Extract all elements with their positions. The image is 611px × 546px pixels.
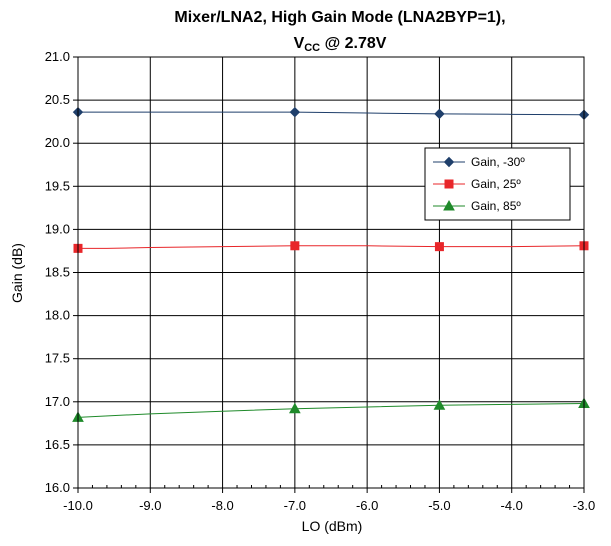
data-point-triangle	[289, 402, 301, 414]
data-point-diamond	[289, 106, 301, 118]
y-axis-label: Gain (dB)	[9, 243, 25, 303]
x-tick-label: -6.0	[356, 498, 378, 513]
y-tick-label: 17.5	[45, 351, 70, 366]
data-point-diamond	[434, 108, 445, 120]
chart-title-line2: VCC @ 2.78V	[294, 35, 387, 54]
y-axis-tick-labels: 16.0 16.5 17.0 17.5 18.0 18.5 19.0 19.5 20.0 20.5…	[45, 49, 70, 495]
legend-label: Gain, 25º	[471, 177, 521, 191]
x-tick-label: -4.0	[501, 498, 523, 513]
y-tick-label: 18.0	[45, 308, 70, 323]
grid-lines	[73, 56, 585, 493]
series-line	[77, 403, 585, 418]
y-tick-label: 19.5	[45, 178, 70, 193]
x-tick-label: -9.0	[139, 498, 161, 513]
title-vcc-v: V	[294, 35, 305, 52]
x-tick-label: -8.0	[211, 498, 233, 513]
x-tick-label: -7.0	[284, 498, 306, 513]
y-tick-label: 16.5	[45, 437, 70, 452]
series-line	[78, 245, 585, 249]
x-tick-label: -5.0	[428, 498, 450, 513]
legend-label: Gain, 85º	[471, 199, 521, 213]
y-tick-label: 18.5	[45, 265, 70, 280]
series-3	[72, 397, 590, 422]
y-tick-label: 17.0	[45, 394, 70, 409]
x-tick-label: -10.0	[63, 498, 93, 513]
legend-item: Gain, 25º	[433, 177, 521, 191]
title-vcc-rest: @ 2.78V	[320, 35, 387, 52]
chart-title-line1: Mixer/LNA2, High Gain Mode (LNA2BYP=1),	[174, 9, 505, 26]
legend-label: Gain, -30º	[471, 155, 525, 169]
data-point-triangle	[433, 399, 446, 410]
x-axis-tick-labels: -10.0 -9.0 -8.0 -7.0 -6.0 -5.0 -4.0 -3.0	[63, 498, 595, 513]
data-point-square	[290, 241, 300, 251]
series-1	[72, 106, 590, 120]
legend-item: Gain, -30º	[433, 155, 525, 169]
title-vcc-sub: CC	[304, 42, 320, 54]
series-2	[73, 241, 589, 253]
y-tick-label: 20.5	[45, 92, 70, 107]
y-tick-label: 19.0	[45, 221, 70, 236]
legend: Gain, -30º Gain, 25º Gain, 85º	[424, 147, 571, 221]
x-tick-label: -3.0	[573, 498, 595, 513]
legend-marker-triangle	[443, 199, 455, 211]
legend-item: Gain, 85º	[433, 199, 521, 213]
legend-marker-diamond	[443, 156, 455, 168]
y-tick-label: 16.0	[45, 480, 70, 495]
data-point-square	[434, 242, 444, 252]
y-tick-label: 21.0	[45, 49, 70, 64]
x-axis-label: LO (dBm)	[302, 518, 363, 534]
plot-frame	[77, 56, 585, 489]
series-line	[78, 111, 585, 116]
legend-marker-square	[444, 179, 454, 189]
y-tick-label: 20.0	[45, 135, 70, 150]
